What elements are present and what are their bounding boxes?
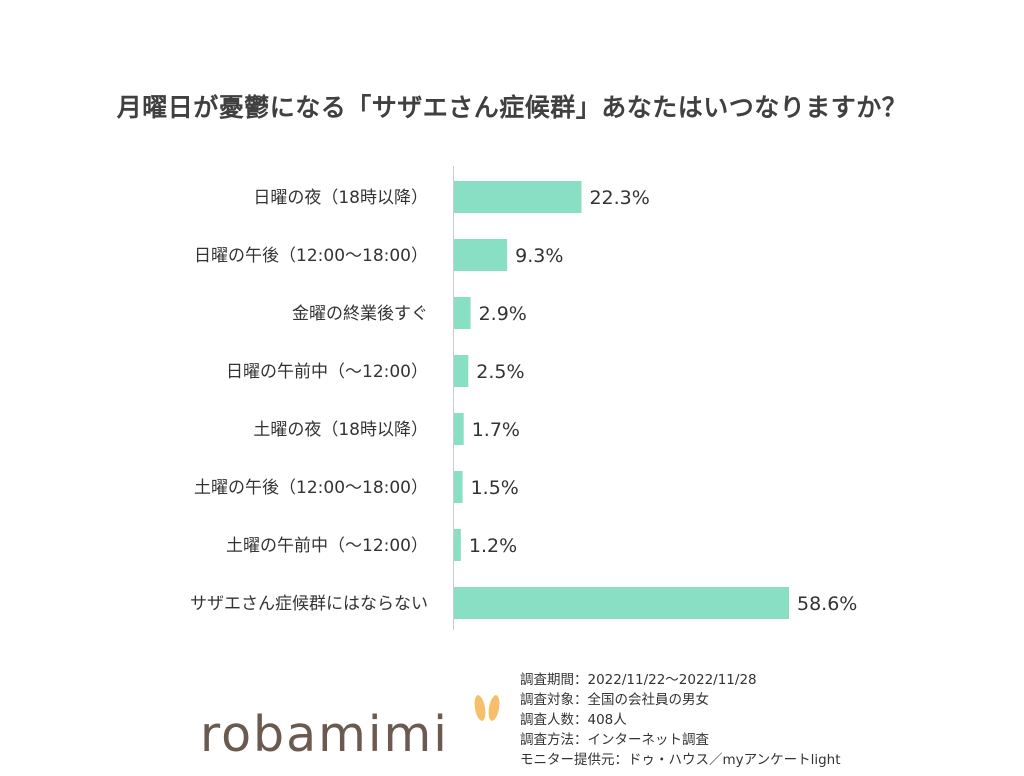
value-label: 1.2% xyxy=(469,535,517,557)
category-label: 日曜の午前中（〜12:00） xyxy=(226,362,428,382)
survey-method: 調査方法：インターネット調査 xyxy=(520,732,709,748)
category-label: サザエさん症候群にはならない xyxy=(190,594,428,614)
value-label: 1.5% xyxy=(471,477,519,499)
value-label: 2.9% xyxy=(479,303,527,325)
category-label: 日曜の午後（12:00〜18:00） xyxy=(194,246,428,266)
category-label: 日曜の夜（18時以降） xyxy=(253,188,428,208)
robamimi-logo: robamimi xyxy=(200,692,500,772)
value-label: 9.3% xyxy=(515,245,563,267)
bar xyxy=(454,529,461,561)
survey-provider: モニター提供元：ドゥ・ハウス／myアンケートlight xyxy=(520,752,841,768)
bar xyxy=(454,471,463,503)
category-label: 土曜の午前中（〜12:00） xyxy=(226,536,428,556)
chart-title: 月曜日が憂鬱になる「サザエさん症候群」あなたはいつなりますか？ xyxy=(116,93,908,122)
bar xyxy=(454,587,789,619)
category-label: 金曜の終業後すぐ xyxy=(292,304,428,324)
bar xyxy=(454,239,508,271)
survey-target: 調査対象：全国の会社員の男女 xyxy=(520,692,709,708)
value-label: 58.6% xyxy=(797,593,857,615)
rabbit-ears-icon xyxy=(474,695,500,721)
bar xyxy=(454,413,464,445)
survey-info: 調査期間：2022/11/22〜2022/11/28 調査対象：全国の会社員の男… xyxy=(520,670,841,770)
logo-text: robamimi xyxy=(200,706,449,763)
value-label: 1.7% xyxy=(472,419,520,441)
category-label: 土曜の午後（12:00〜18:00） xyxy=(194,478,428,498)
category-label: 土曜の夜（18時以降） xyxy=(253,420,428,440)
value-label: 2.5% xyxy=(476,361,524,383)
survey-period: 調査期間：2022/11/22〜2022/11/28 xyxy=(520,672,757,688)
bar xyxy=(454,297,471,329)
survey-count: 調査人数：408人 xyxy=(520,712,627,728)
value-label: 22.3% xyxy=(589,187,649,209)
bar xyxy=(454,355,469,387)
bar xyxy=(454,181,582,213)
bar-chart: 日曜の夜（18時以降） 22.3% 日曜の午後（12:00〜18:00） 9.3% 金曜… xyxy=(190,166,857,630)
